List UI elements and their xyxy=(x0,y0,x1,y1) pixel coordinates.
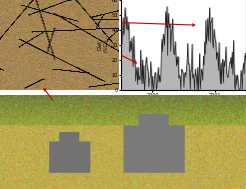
X-axis label: Date: Date xyxy=(177,100,190,105)
Y-axis label: Diet
(%C₄): Diet (%C₄) xyxy=(98,38,109,52)
